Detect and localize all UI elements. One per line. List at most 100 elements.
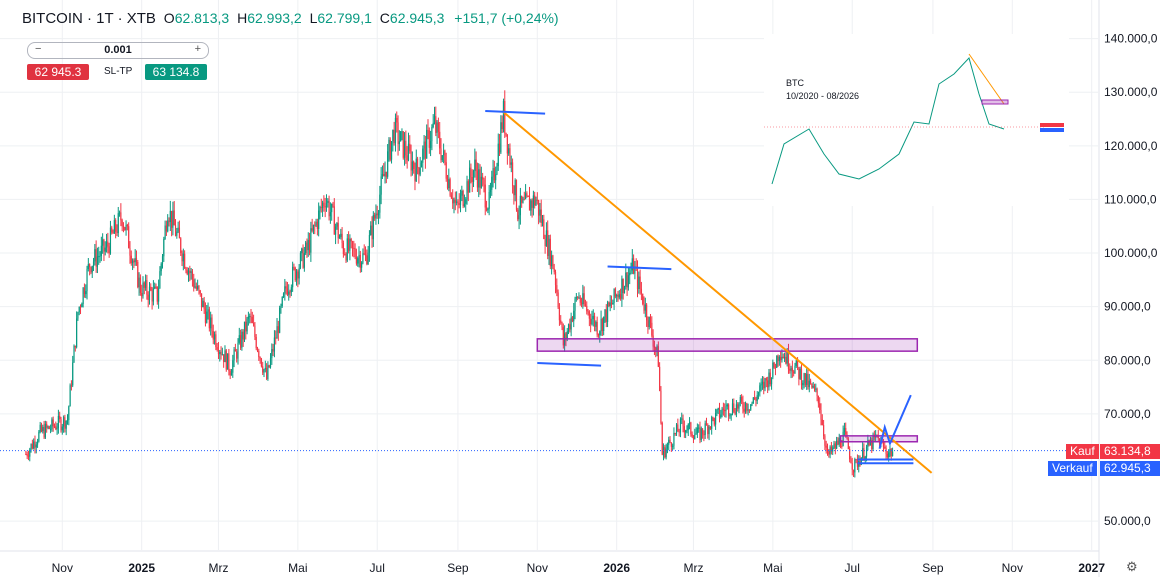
symbol-label[interactable]: BITCOIN · 1T · XTB bbox=[22, 10, 156, 27]
candle bbox=[829, 445, 831, 459]
candle bbox=[469, 160, 471, 193]
candle-body bbox=[726, 404, 728, 407]
inset-symbol: BTC bbox=[786, 78, 804, 88]
candle bbox=[640, 281, 643, 301]
quantity-value[interactable]: 0.001 bbox=[104, 44, 132, 56]
sl-tp-button[interactable]: SL-TP bbox=[104, 66, 133, 77]
candle bbox=[759, 382, 761, 397]
candle bbox=[197, 279, 199, 291]
candle-body bbox=[51, 419, 53, 429]
candle-body bbox=[482, 176, 484, 180]
candle-body bbox=[595, 322, 597, 327]
candle bbox=[825, 440, 827, 454]
candle bbox=[285, 281, 287, 295]
candle-body bbox=[319, 207, 321, 211]
candle-body bbox=[472, 170, 475, 182]
sell-button[interactable]: 62 945.3 bbox=[27, 64, 89, 80]
candle-body bbox=[813, 385, 816, 389]
candle-body bbox=[700, 428, 702, 440]
candle-body bbox=[204, 309, 207, 323]
candles-group bbox=[25, 90, 894, 478]
candle-body bbox=[370, 225, 372, 236]
candle-body bbox=[377, 212, 380, 216]
candle-body bbox=[316, 221, 318, 229]
candle-body bbox=[180, 238, 182, 253]
candle bbox=[573, 302, 575, 328]
candle-body bbox=[777, 355, 779, 362]
candle-body bbox=[626, 272, 628, 288]
candle-body bbox=[30, 443, 32, 450]
candle-body bbox=[618, 294, 620, 298]
candle-body bbox=[65, 420, 67, 429]
candle bbox=[396, 111, 398, 133]
candle-body bbox=[47, 426, 49, 428]
candle-body bbox=[686, 430, 688, 432]
candle-body bbox=[388, 139, 390, 152]
candle-body bbox=[718, 408, 721, 418]
candle bbox=[772, 359, 774, 380]
candle bbox=[254, 322, 256, 341]
candle-body bbox=[52, 419, 54, 427]
buy-button[interactable]: 63 134.8 bbox=[145, 64, 207, 80]
candle-body bbox=[55, 426, 57, 430]
candle bbox=[795, 360, 797, 368]
gear-icon[interactable]: ⚙ bbox=[1126, 559, 1138, 574]
candle bbox=[643, 296, 645, 314]
candle-body bbox=[683, 426, 685, 433]
candle bbox=[554, 269, 557, 294]
candle-body bbox=[587, 311, 589, 313]
candle bbox=[217, 342, 220, 359]
candle bbox=[664, 445, 666, 459]
candle-body bbox=[376, 213, 378, 216]
plus-icon[interactable]: + bbox=[194, 43, 201, 55]
candle-body bbox=[666, 444, 669, 449]
candle-body bbox=[238, 335, 240, 343]
candle-body bbox=[478, 169, 480, 188]
candle-body bbox=[561, 322, 563, 328]
candle bbox=[306, 238, 308, 258]
candle-body bbox=[456, 201, 458, 203]
open-value: 62.813,3 bbox=[174, 10, 230, 26]
candle-body bbox=[547, 230, 549, 256]
candle-body bbox=[128, 226, 130, 249]
candle-body bbox=[56, 428, 58, 430]
candle bbox=[743, 402, 745, 418]
quantity-stepper[interactable]: − 0.001 + bbox=[27, 42, 209, 59]
candle bbox=[778, 355, 780, 366]
candle bbox=[223, 354, 225, 368]
candle-body bbox=[219, 351, 221, 355]
candle-body bbox=[717, 408, 719, 410]
candle bbox=[712, 416, 714, 422]
candle bbox=[487, 207, 489, 214]
minus-icon[interactable]: − bbox=[35, 43, 42, 55]
kauf-price-badge: 63.134,8 bbox=[1100, 444, 1160, 459]
candle bbox=[96, 247, 99, 274]
candle-body bbox=[74, 345, 76, 348]
candle bbox=[562, 323, 564, 349]
candle-body bbox=[210, 317, 212, 329]
candle-body bbox=[422, 148, 424, 163]
candle bbox=[701, 428, 704, 439]
candle bbox=[393, 121, 395, 146]
candle-body bbox=[380, 176, 382, 195]
candle-body bbox=[657, 346, 659, 367]
candle bbox=[511, 158, 514, 194]
candle-body bbox=[276, 326, 278, 339]
candle-body bbox=[69, 385, 71, 407]
candle bbox=[644, 297, 646, 318]
candle-body bbox=[625, 272, 627, 287]
candle bbox=[815, 383, 817, 393]
candle-body bbox=[685, 430, 687, 433]
candle bbox=[517, 207, 519, 222]
candle-body bbox=[431, 127, 433, 142]
candle bbox=[717, 407, 719, 415]
candle bbox=[349, 234, 351, 261]
candle bbox=[91, 265, 93, 278]
y-tick-label: 110.000,0 bbox=[1104, 192, 1157, 206]
candle-body bbox=[865, 446, 868, 457]
candle-body bbox=[560, 320, 562, 323]
low-value: 62.799,1 bbox=[317, 10, 372, 26]
candle-body bbox=[172, 210, 174, 228]
candle bbox=[321, 200, 324, 217]
candle-body bbox=[789, 368, 791, 371]
